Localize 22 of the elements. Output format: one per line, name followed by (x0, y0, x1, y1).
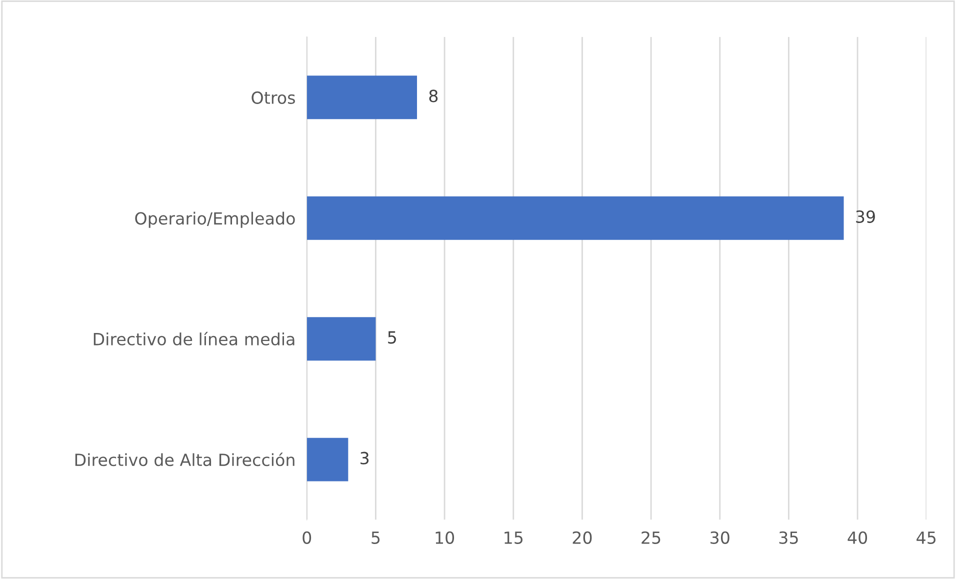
y-tick-label: Operario/Empleado (135, 212, 295, 228)
bar (306, 317, 376, 361)
x-tick-label: 35 (779, 531, 798, 544)
x-tick-label: 30 (710, 531, 730, 544)
y-tick-label: Directivo de Alta Dirección (75, 452, 294, 466)
x-tick-label: 40 (848, 531, 868, 544)
data-label: 3 (360, 452, 369, 464)
x-tick-label: 45 (916, 532, 936, 544)
x-tick-label: 15 (504, 532, 523, 544)
x-tick-label: 25 (642, 531, 660, 544)
y-tick-label: Directivo de línea media (94, 332, 294, 346)
x-tick-label: 5 (372, 532, 380, 544)
x-tick-label: 10 (436, 531, 454, 544)
y-tick-label: Otros (252, 91, 295, 104)
bar (306, 438, 348, 482)
bar (306, 196, 844, 240)
data-label: 5 (388, 331, 396, 344)
data-label: 8 (429, 90, 438, 102)
bar (306, 76, 418, 120)
x-tick-label: 0 (302, 531, 312, 544)
data-label: 39 (856, 210, 875, 223)
x-tick-label: 20 (572, 531, 592, 544)
